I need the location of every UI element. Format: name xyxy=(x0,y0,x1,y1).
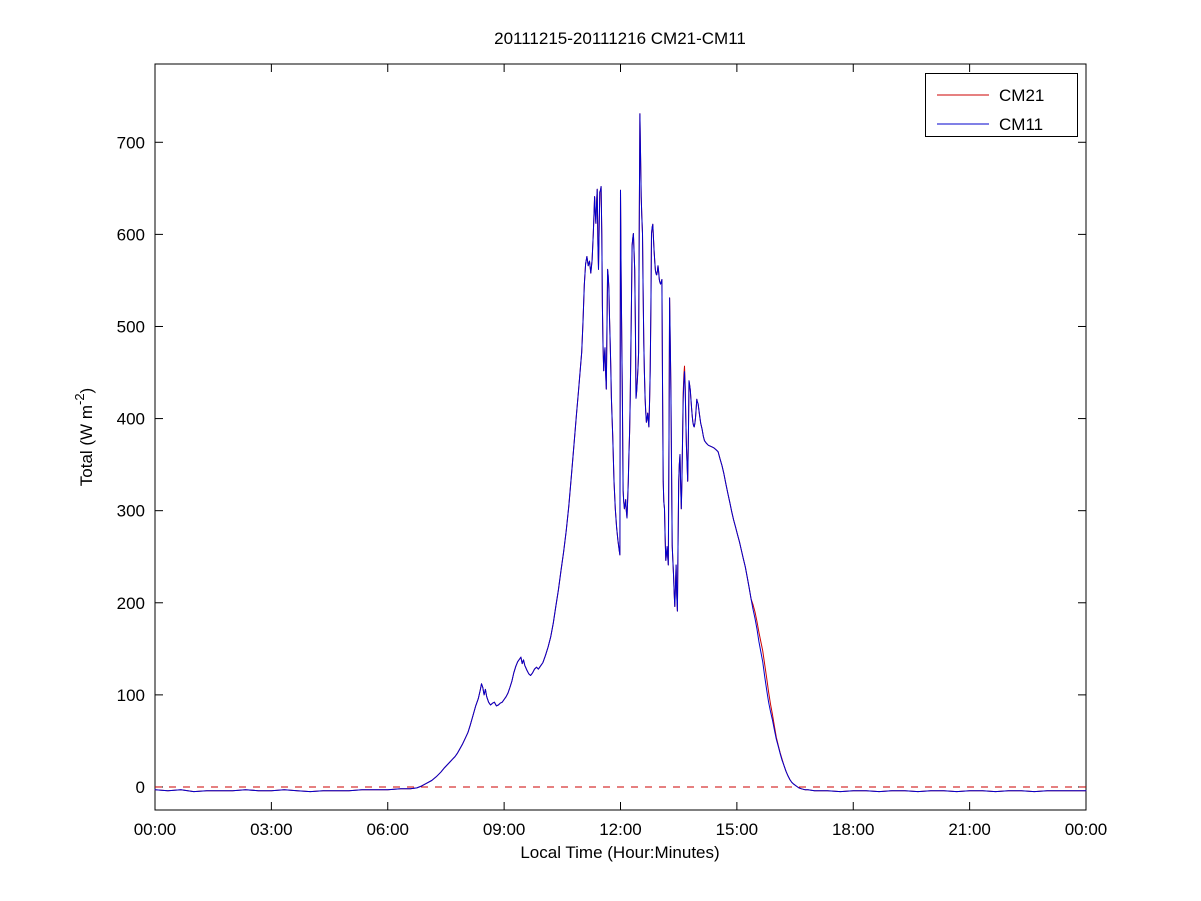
y-tick-label: 600 xyxy=(117,225,145,244)
chart-title: 20111215-20111216 CM21-CM11 xyxy=(494,29,746,48)
y-axis-label: Total (W m-2) xyxy=(72,388,96,486)
y-axis-label-close: ) xyxy=(77,388,96,394)
x-tick-label: 03:00 xyxy=(250,820,293,839)
x-tick-label: 00:00 xyxy=(1065,820,1108,839)
x-tick-label: 09:00 xyxy=(483,820,526,839)
y-tick-label: 0 xyxy=(136,778,145,797)
x-tick-label: 00:00 xyxy=(134,820,177,839)
series-line-cm11 xyxy=(154,113,1087,793)
x-tick-label: 18:00 xyxy=(832,820,875,839)
x-tick-label: 15:00 xyxy=(716,820,759,839)
x-axis-label: Local Time (Hour:Minutes) xyxy=(520,843,719,862)
legend-label-cm21: CM21 xyxy=(999,86,1044,105)
x-tick-label: 21:00 xyxy=(948,820,991,839)
legend-label-cm11: CM11 xyxy=(999,115,1043,134)
y-axis-label-main: Total (W m xyxy=(77,405,96,486)
legend-box xyxy=(925,73,1078,137)
plot-area: 00:00 03:00 06:00 09:00 12:00 15:00 18:00 21:00… xyxy=(117,64,1108,839)
legend: CM21 CM11 xyxy=(925,73,1078,137)
y-tick-label: 700 xyxy=(117,133,145,152)
y-tick-label: 100 xyxy=(117,686,145,705)
y-tick-label: 200 xyxy=(117,594,145,613)
y-axis-label-sup: -2 xyxy=(72,393,87,405)
y-tick-label: 300 xyxy=(117,502,145,521)
x-tick-label: 06:00 xyxy=(366,820,409,839)
x-tick-label: 12:00 xyxy=(599,820,642,839)
y-tick-label: 400 xyxy=(117,410,145,429)
y-tick-label: 500 xyxy=(117,317,145,336)
